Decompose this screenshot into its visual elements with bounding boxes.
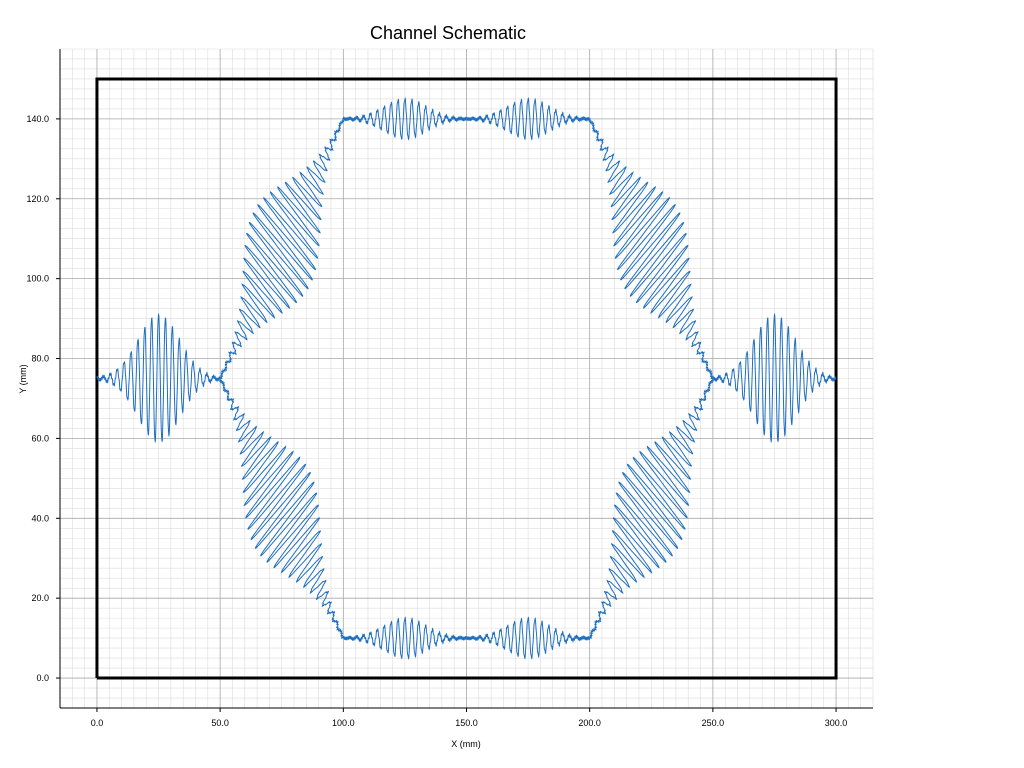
x-tick-label: 100.0: [332, 718, 355, 728]
chip-boundary: [95, 77, 838, 680]
channel-segment-line: [466, 616, 591, 660]
x-axis-label: X (mm): [451, 739, 481, 749]
x-tick-label: 0.0: [91, 718, 104, 728]
y-tick-label: 40.0: [31, 513, 49, 523]
y-tick-label: 60.0: [31, 433, 49, 443]
channel-segment-line: [342, 616, 467, 660]
chart-title: Channel Schematic: [370, 23, 526, 43]
channel-segment-line: [712, 312, 837, 443]
channel-segment-line: [466, 97, 591, 141]
channel-segment-line: [588, 377, 714, 639]
y-tick-label: 20.0: [31, 593, 49, 603]
y-tick-label: 100.0: [26, 274, 49, 284]
axes: [56, 49, 873, 712]
x-tick-labels: 0.0 50.0 100.0 150.0 200.0 250.0 300.0: [91, 718, 848, 728]
channel-segment-line: [588, 118, 714, 380]
x-tick-label: 300.0: [825, 718, 848, 728]
channel-segment-line: [96, 312, 221, 443]
y-tick-label: 140.0: [26, 114, 49, 124]
y-axis-label: Y (mm): [18, 364, 28, 393]
x-tick-label: 50.0: [211, 718, 229, 728]
y-tick-label: 120.0: [26, 194, 49, 204]
channel-segment-line: [219, 377, 345, 639]
y-tick-label: 80.0: [31, 354, 49, 364]
x-tick-label: 250.0: [702, 718, 725, 728]
channel-segment-line: [219, 118, 345, 380]
boundary-rectangle: [95, 77, 838, 680]
y-tick-label: 0.0: [36, 673, 49, 683]
channel-segment-line: [342, 97, 467, 141]
x-tick-label: 200.0: [578, 718, 601, 728]
x-tick-label: 150.0: [455, 718, 478, 728]
y-tick-labels: 0.0 20.0 40.0 60.0 80.0 100.0 120.0 140.0: [26, 114, 49, 683]
channel-series: [96, 97, 837, 660]
